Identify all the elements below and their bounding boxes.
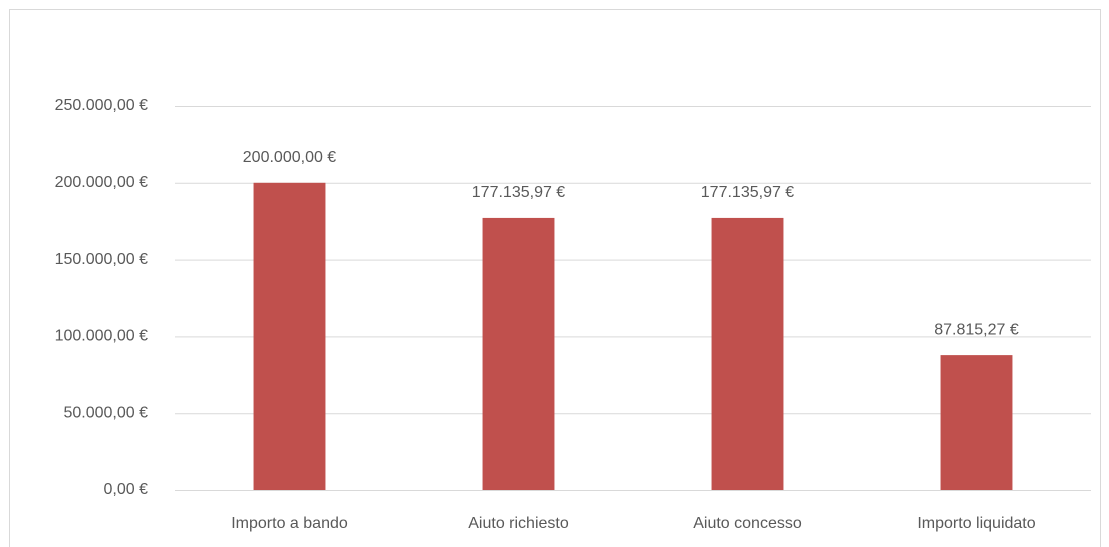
x-tick-label: Aiuto concesso: [693, 515, 802, 532]
y-tick-label: 100.000,00 €: [55, 328, 149, 345]
data-label: 200.000,00 €: [243, 149, 337, 166]
data-label: 177.135,97 €: [472, 184, 566, 201]
y-tick-label: 0,00 €: [104, 481, 149, 498]
y-tick-label: 150.000,00 €: [55, 251, 149, 268]
bar: [711, 217, 784, 491]
y-tick-label: 50.000,00 €: [63, 404, 148, 421]
data-label: 177.135,97 €: [701, 184, 795, 201]
y-tick-label: 250.000,00 €: [55, 97, 149, 114]
x-tick-label: Aiuto richiesto: [468, 515, 569, 532]
y-tick-label: 200.000,00 €: [55, 174, 149, 191]
chart-border: [9, 9, 1101, 547]
bar: [482, 217, 555, 491]
x-tick-label: Importo a bando: [231, 515, 348, 532]
data-label: 87.815,27 €: [934, 321, 1019, 338]
bar: [253, 182, 326, 491]
x-tick-label: Importo liquidato: [917, 515, 1035, 532]
bar: [940, 355, 1013, 490]
